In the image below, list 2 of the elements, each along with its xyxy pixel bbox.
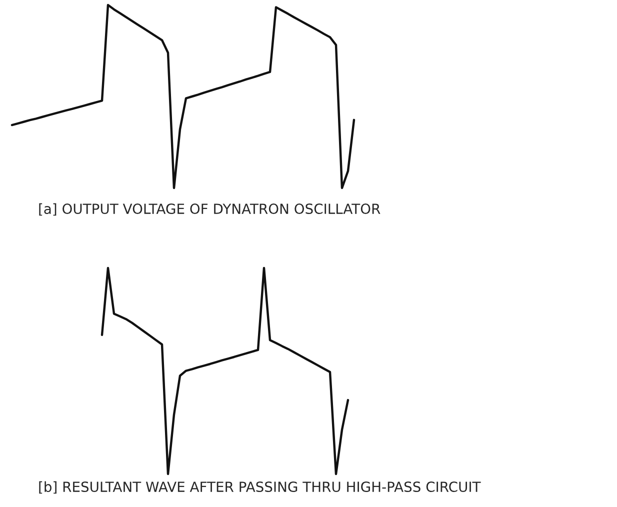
x-axis-title: [b] RESULTANT WAVE AFTER PASSING THRU HIGH-PASS CIRCUIT (39, 481, 481, 494)
x-axis-title: [a] OUTPUT VOLTAGE OF DYNATRON OSCILLATOR (39, 203, 380, 216)
